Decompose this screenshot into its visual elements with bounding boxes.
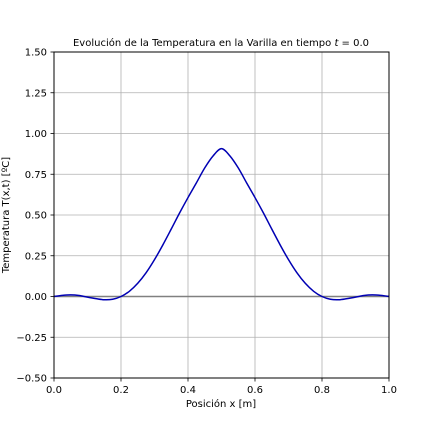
y-tick-label: −0.25 [16, 333, 47, 344]
title-variable: t [334, 38, 339, 49]
y-tick-label: 0.25 [25, 251, 47, 262]
x-tick-label: 0.0 [46, 385, 62, 396]
title-text: Evolución de la Temperatura en la Varill… [73, 37, 331, 49]
y-tick-label: 1.00 [25, 129, 47, 140]
y-tick-label: 0.75 [25, 170, 47, 181]
y-tick-label: −0.50 [16, 374, 47, 385]
gridlines [53, 51, 390, 379]
y-tick-label: 1.25 [25, 88, 47, 99]
temperature-curve [53, 147, 390, 301]
y-tick-label: 1.50 [25, 48, 47, 59]
title-time-value: 0.0 [353, 38, 369, 49]
x-tick-label: 1.0 [381, 385, 397, 396]
x-tick-label: 0.4 [180, 385, 196, 396]
x-tick-label: 0.2 [113, 385, 129, 396]
x-axis-label: Posición x [m] [186, 398, 256, 410]
x-tick-label: 0.8 [314, 385, 330, 396]
axis-ticks: 0.0 0.2 0.4 0.6 0.8 1.0 −0.50 −0.25 0.00 0.25 0.50… [16, 48, 397, 397]
y-tick-label: 0.50 [25, 211, 47, 222]
y-axis-label: Temperatura T(x,t) [ºC] [1, 157, 12, 274]
chart-title: Evolución de la Temperatura en la Varill… [73, 37, 369, 49]
y-tick-label: 0.00 [25, 292, 47, 303]
x-tick-label: 0.6 [247, 385, 263, 396]
